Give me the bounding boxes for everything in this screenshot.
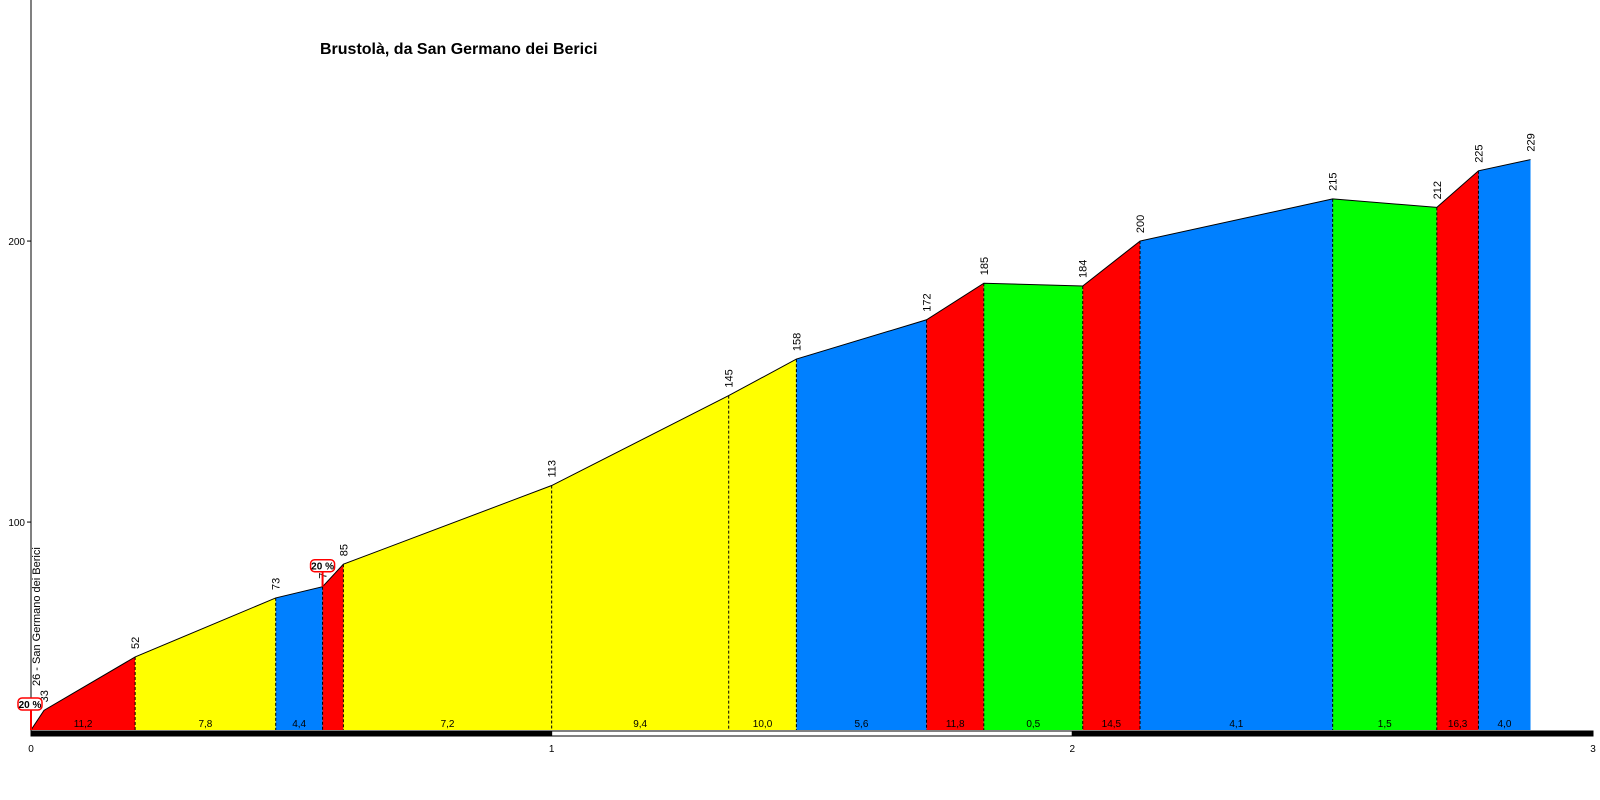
segment-13 xyxy=(1332,198,1437,730)
distance-bar-km-3 xyxy=(1071,730,1594,737)
gradient-segments xyxy=(31,159,1531,730)
axes: 100 200 0 1 2 3 xyxy=(8,0,1596,755)
segment-dividers xyxy=(134,170,1479,730)
segment-10 xyxy=(983,283,1083,730)
segment-15 xyxy=(1478,159,1531,730)
max-gradient-badge-2 xyxy=(309,558,336,573)
segment-2 xyxy=(135,597,276,730)
profile-line xyxy=(30,159,1531,731)
segment-4 xyxy=(322,564,344,730)
distance-bar-km-1 xyxy=(30,730,553,737)
x-tick-label-2: 2 xyxy=(1070,744,1076,755)
gradient-label-6: 9,4 xyxy=(633,719,647,730)
y-tick-label-0: 100 xyxy=(8,518,25,529)
elevation-label-9: 172 xyxy=(922,293,934,311)
segment-7 xyxy=(728,359,797,730)
segment-9 xyxy=(926,283,984,730)
gradient-label-12: 4,1 xyxy=(1229,719,1243,730)
elevation-label-6: 113 xyxy=(547,460,559,478)
segment-1 xyxy=(31,656,136,730)
max-gradient-badge-1 xyxy=(17,697,43,711)
elevation-label-3: 73 xyxy=(271,578,283,590)
gradient-label-13: 1,5 xyxy=(1378,719,1392,730)
x-tick-label-1: 1 xyxy=(549,744,555,755)
labels: 11,2 7,8 4,4 7,2 9,4 10,0 5,6 11,8 0,5 14,5 4,1 1,5… xyxy=(17,133,1538,730)
profile-outline xyxy=(30,159,1531,731)
gradient-label-3: 4,4 xyxy=(292,719,306,730)
segment-12 xyxy=(1140,198,1333,730)
segment-14 xyxy=(1436,170,1479,730)
elevation-label-14: 212 xyxy=(1432,181,1444,199)
gradient-label-11: 14,5 xyxy=(1102,719,1122,730)
x-tick-label-3: 3 xyxy=(1590,744,1596,755)
elevation-label-13: 215 xyxy=(1328,173,1340,191)
segment-11 xyxy=(1082,241,1141,730)
segment-8 xyxy=(796,319,927,730)
gradient-label-5: 7,2 xyxy=(441,719,455,730)
gradient-label-10: 0,5 xyxy=(1026,719,1040,730)
gradient-label-14: 16,3 xyxy=(1448,719,1468,730)
distance-bar-km-2 xyxy=(551,730,1073,737)
segment-5 xyxy=(343,485,552,730)
elevation-label-5: 85 xyxy=(338,544,350,556)
elevation-label-11: 184 xyxy=(1078,260,1090,278)
elevation-label-15: 225 xyxy=(1473,144,1485,162)
chart-title: Brustolà, da San Germano dei Berici xyxy=(320,41,597,58)
gradient-label-15: 4,0 xyxy=(1498,719,1512,730)
distance-bar xyxy=(30,730,1594,737)
segment-3 xyxy=(275,586,323,730)
gradient-label-9: 11,8 xyxy=(946,719,965,730)
max-gradient-label-2: 20 % xyxy=(311,562,334,573)
elevation-label-10: 185 xyxy=(979,257,991,275)
max-gradient-label-1: 20 % xyxy=(19,700,42,711)
elevation-label-1: 33 xyxy=(39,690,51,702)
gradient-label-2: 7,8 xyxy=(198,719,212,730)
gradient-label-7: 10,0 xyxy=(753,719,773,730)
elevation-label-7: 145 xyxy=(724,369,736,387)
start-location-label: 26 - San Germano dei Berici xyxy=(31,547,43,686)
y-tick-label-1: 200 xyxy=(8,237,25,248)
x-tick-label-0: 0 xyxy=(28,744,34,755)
elevation-label-2: 52 xyxy=(130,637,142,649)
gradient-label-1: 11,2 xyxy=(74,719,93,730)
gradient-label-8: 5,6 xyxy=(855,719,869,730)
elevation-label-12: 200 xyxy=(1135,215,1147,233)
elevation-label-8: 158 xyxy=(791,333,803,351)
segment-6 xyxy=(551,395,729,730)
elevation-label-16: 229 xyxy=(1526,133,1538,151)
